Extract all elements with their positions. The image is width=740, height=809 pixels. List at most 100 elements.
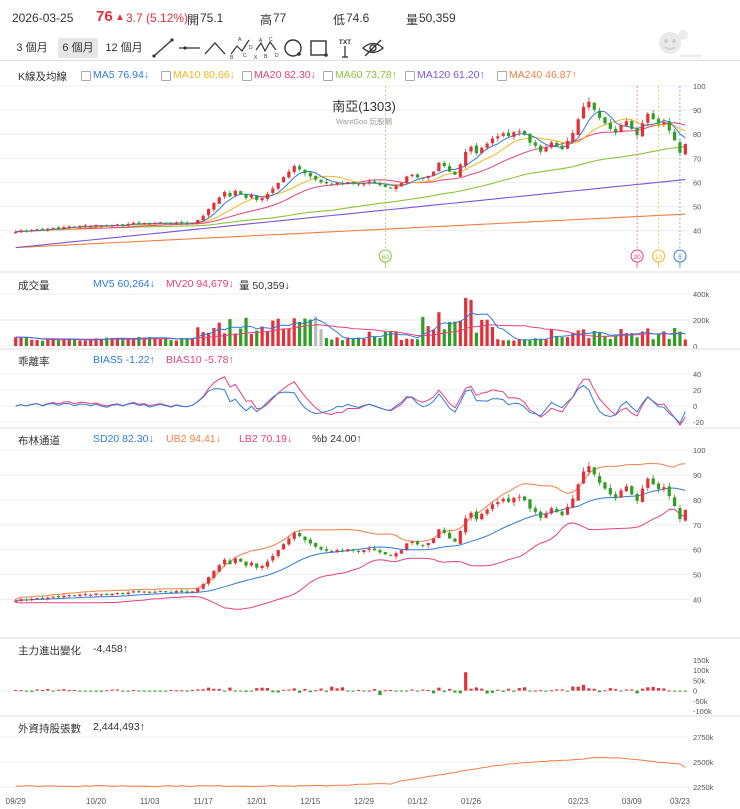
mainforce-bar [496,689,500,691]
mainforce-bar [298,690,302,693]
mainforce-bar [678,690,682,692]
price-candle [480,147,484,153]
mainforce-bar [426,690,430,692]
bollinger-candle [303,536,307,541]
ma60-legend: MA60 73.78↑ [335,69,397,81]
bollinger-candle [549,508,553,514]
mainforce-title: 主力進出變化 [18,645,81,657]
volume-bar [346,337,350,346]
line-tool-icon[interactable] [150,36,176,60]
mainforce-bar [292,688,296,691]
x-axis-tick-label: 11/17 [193,797,213,806]
ma5-checkbox[interactable] [81,71,91,81]
bollinger-candle [571,498,575,508]
mainforce-bar [148,690,152,692]
mainforce-bar [249,690,253,692]
x-axis-tick-label: 10/20 [86,797,107,806]
ma60-checkbox[interactable] [323,71,333,81]
price-candle [587,101,591,108]
hide-drawings-icon[interactable] [360,36,386,60]
mainforce-bar [378,690,382,696]
volume-bar [426,326,430,346]
mainforce-bar [271,690,275,693]
volume-bar [19,337,23,346]
period-6m-button[interactable]: 6 個月 [58,38,98,58]
bollinger-axis-tick-label: 40 [693,596,701,605]
period-3m-button[interactable]: 3 個月 [16,42,48,54]
price-candle [287,171,291,178]
high-value: 77 [273,11,287,25]
volume-bar [292,318,296,346]
price-candle [367,181,371,183]
period-12m-button[interactable]: 12 個月 [105,42,143,54]
ma120-checkbox[interactable] [405,71,415,81]
abcd-pattern-icon[interactable]: A B C D [228,36,254,60]
mainforce-bar [287,689,291,691]
mainforce-bar [228,687,232,691]
mainforce-bar [239,690,243,692]
volume-bar [571,332,575,346]
angle-tool-icon[interactable] [202,36,228,60]
price-candle [464,152,468,166]
ma10-checkbox[interactable] [161,71,171,81]
bollinger-candle [330,551,334,553]
bollinger-candle [67,595,71,597]
price-candle [383,184,387,188]
bollinger-candle [389,554,393,556]
bollinger-candle [619,490,623,498]
mainforce-bar [560,689,564,691]
bollinger-candle [249,562,253,566]
price-candle [351,181,355,184]
mainforce-bar [576,686,580,691]
mainforce-bar [99,690,103,692]
price-candle [105,225,109,227]
volume-label: 量 [406,13,419,27]
mainforce-bar [555,689,559,691]
volume-bar [14,337,18,346]
bollinger-candle [448,532,452,539]
ma240-checkbox[interactable] [497,71,507,81]
x-axis-tick-label: 11/03 [140,797,160,806]
mainforce-bar [587,688,591,691]
bollinger-candle [474,511,478,520]
mainforce-bar [35,689,39,691]
price-candle [233,190,237,196]
mainforce-bar [539,690,543,692]
mainforce-bar [40,690,45,692]
foreign-axis-tick-label: 2500k [693,758,714,767]
foreign-title: 外資持股張數 [18,723,81,735]
mainforce-bar [437,687,441,691]
ma20-checkbox[interactable] [242,71,252,81]
abcd-letter-d: D [249,45,253,51]
volume-bar [490,327,495,346]
price-candle [394,185,398,190]
price-candle [474,145,478,154]
volume-bar [415,339,420,346]
price-candle [83,225,87,227]
volume-bar [378,338,382,346]
ma120-line [15,179,686,249]
watermark-label: WantGoo 玩股網 [336,116,392,126]
mainforce-bar [30,690,34,692]
price-candle [142,222,146,224]
bollinger-axis-tick-label: 60 [693,546,701,555]
price-candle [174,222,178,224]
mainforce-bar [217,688,221,691]
ma-marker-label: 60 [382,254,390,261]
volume-value: 50,359 [419,11,456,25]
bollinger-candle [640,488,645,503]
bollinger-axis-tick-label: 80 [693,496,701,505]
price-candle [646,113,650,123]
rectangle-tool-icon[interactable] [306,36,332,60]
price-axis-tick-label: 70 [693,154,701,163]
ub2-legend: UB2 94.41↓ [166,433,221,445]
text-tool-icon[interactable]: TXT [332,36,358,60]
circle-tool-icon[interactable] [280,36,306,60]
mainforce-bar [115,689,120,691]
foreign-value: 2,444,493↑ [93,721,145,733]
xabcd-pattern-icon[interactable]: X A B C D [254,36,280,60]
price-candle [158,222,162,224]
ray-tool-icon[interactable] [176,36,202,60]
price-candle [603,117,607,124]
